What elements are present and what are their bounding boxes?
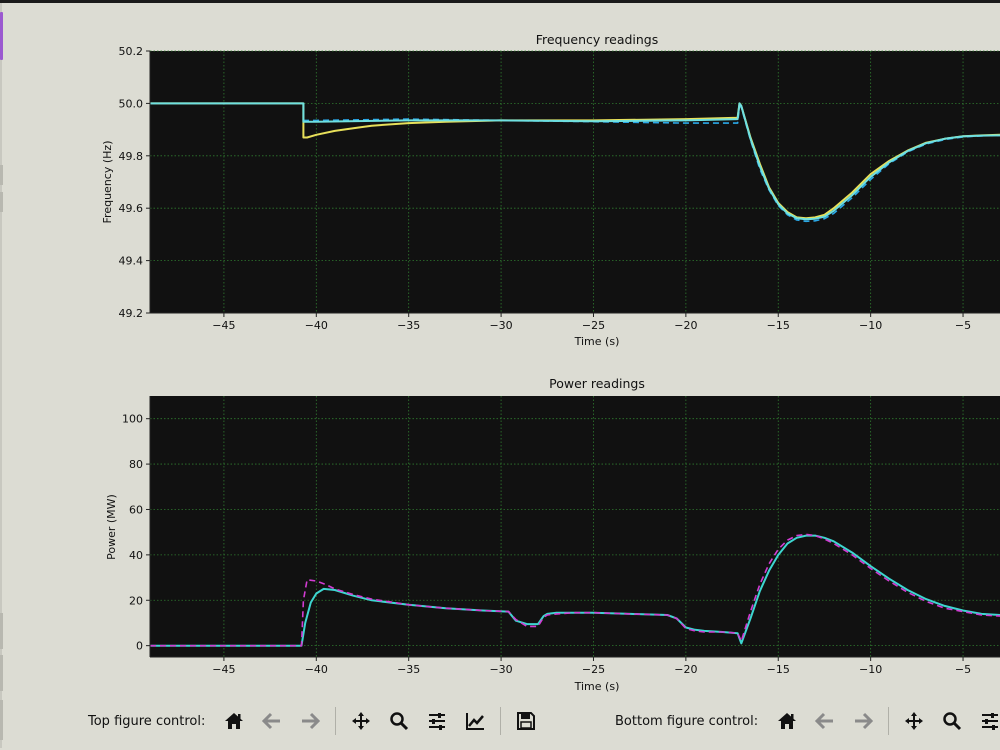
frequency-xtick-label: −30 bbox=[489, 319, 512, 332]
toolbar-separator bbox=[500, 707, 502, 735]
pan-button[interactable] bbox=[346, 706, 376, 736]
left-edge-button[interactable] bbox=[0, 613, 3, 649]
pan-button[interactable] bbox=[899, 706, 929, 736]
save-button[interactable] bbox=[511, 706, 541, 736]
power-series-line-2 bbox=[150, 533, 1000, 647]
left-edge-button[interactable] bbox=[0, 655, 3, 691]
toolbar-separator bbox=[335, 707, 337, 735]
frequency-xticks: −45 −40 −35 −30 −25 −20 −15 −10 −5 bbox=[212, 313, 971, 332]
power-xtick-label: −25 bbox=[582, 663, 605, 676]
sliders-icon bbox=[429, 713, 446, 730]
bottom-toolbar-label: Bottom figure control: bbox=[615, 713, 759, 729]
home-icon bbox=[778, 713, 797, 729]
selection-marker bbox=[0, 12, 3, 60]
left-panel-edge bbox=[0, 3, 2, 748]
frequency-xtick-label: −45 bbox=[212, 319, 235, 332]
forward-button[interactable] bbox=[295, 706, 325, 736]
back-button[interactable] bbox=[810, 706, 840, 736]
power-xtick-label: −10 bbox=[859, 663, 882, 676]
back-arrow-icon bbox=[262, 712, 281, 730]
left-edge-button[interactable] bbox=[0, 192, 3, 212]
frequency-series-line-3 bbox=[150, 102, 1000, 221]
frequency-ytick-label: 49.6 bbox=[119, 202, 144, 215]
power-ytick-label: 80 bbox=[129, 458, 143, 471]
forward-arrow-icon bbox=[302, 712, 321, 730]
frequency-chart[interactable]: −45 −40 −35 −30 −25 −20 −15 −10 −5 49.249.449.64… bbox=[101, 32, 1000, 348]
frequency-xtick-label: −5 bbox=[955, 319, 971, 332]
power-xtick-label: −15 bbox=[767, 663, 790, 676]
edit-curve-icon bbox=[466, 713, 485, 730]
home-icon bbox=[225, 713, 244, 729]
frequency-xtick-label: −10 bbox=[859, 319, 882, 332]
power-ytick-label: 100 bbox=[122, 413, 143, 426]
power-yticks: 0 20 40 60 80 100 bbox=[122, 413, 150, 653]
power-ytick-label: 60 bbox=[129, 503, 143, 516]
bottom-figure-toolbar: Bottom figure control: bbox=[615, 703, 1000, 739]
frequency-xtick-label: −15 bbox=[767, 319, 790, 332]
power-chart[interactable]: −45 −40 −35 −30 −25 −20 −15 −10 −5 020406080100 … bbox=[105, 376, 1000, 693]
frequency-xlabel: Time (s) bbox=[574, 335, 620, 348]
power-xtick-label: −40 bbox=[305, 663, 328, 676]
save-icon bbox=[517, 712, 536, 730]
power-grid bbox=[150, 396, 1000, 657]
configure-subplots-button[interactable] bbox=[975, 706, 1000, 736]
pan-icon bbox=[352, 712, 371, 730]
power-xtick-label: −5 bbox=[955, 663, 971, 676]
left-edge-button[interactable] bbox=[0, 165, 3, 185]
frequency-xtick-label: −25 bbox=[582, 319, 605, 332]
frequency-ytick-label: 49.4 bbox=[119, 255, 144, 268]
back-button[interactable] bbox=[257, 706, 287, 736]
window-top-edge bbox=[0, 0, 1000, 3]
power-series-group bbox=[150, 533, 1000, 647]
charts-canvas[interactable]: −45 −40 −35 −30 −25 −20 −15 −10 −5 49.249.449.64… bbox=[0, 0, 1000, 700]
frequency-ylabel: Frequency (Hz) bbox=[101, 141, 114, 224]
pan-icon bbox=[905, 712, 924, 730]
zoom-icon bbox=[943, 712, 962, 731]
power-plot-area[interactable] bbox=[150, 396, 1000, 657]
top-toolbar-label: Top figure control: bbox=[88, 713, 206, 729]
power-chart-title: Power readings bbox=[549, 376, 645, 391]
power-ytick-label: 40 bbox=[129, 549, 143, 562]
frequency-xtick-label: −20 bbox=[674, 319, 697, 332]
sliders-icon bbox=[982, 713, 999, 730]
frequency-ytick-label: 49.8 bbox=[119, 150, 144, 163]
toolbar-separator bbox=[888, 707, 890, 735]
top-figure-toolbar: Top figure control: bbox=[88, 703, 545, 739]
frequency-series-group bbox=[150, 102, 1000, 223]
power-xticks: −45 −40 −35 −30 −25 −20 −15 −10 −5 bbox=[212, 657, 971, 676]
power-xtick-label: −20 bbox=[674, 663, 697, 676]
left-edge-button[interactable] bbox=[0, 700, 3, 740]
forward-arrow-icon bbox=[855, 712, 874, 730]
zoom-button[interactable] bbox=[384, 706, 414, 736]
power-ytick-label: 0 bbox=[136, 640, 143, 653]
power-xlabel: Time (s) bbox=[574, 680, 620, 693]
edit-curves-button[interactable] bbox=[460, 706, 490, 736]
home-button[interactable] bbox=[772, 706, 802, 736]
frequency-ytick-label: 50.2 bbox=[119, 45, 144, 58]
configure-subplots-button[interactable] bbox=[422, 706, 452, 736]
back-arrow-icon bbox=[815, 712, 834, 730]
home-button[interactable] bbox=[219, 706, 249, 736]
frequency-xtick-label: −35 bbox=[397, 319, 420, 332]
power-xtick-label: −45 bbox=[212, 663, 235, 676]
zoom-icon bbox=[390, 712, 409, 731]
power-ylabel: Power (MW) bbox=[105, 494, 118, 560]
frequency-chart-title: Frequency readings bbox=[536, 32, 659, 47]
frequency-ytick-label: 49.2 bbox=[119, 307, 144, 320]
forward-button[interactable] bbox=[848, 706, 878, 736]
power-xtick-label: −35 bbox=[397, 663, 420, 676]
frequency-ytick-label: 50.0 bbox=[119, 97, 144, 110]
zoom-button[interactable] bbox=[937, 706, 967, 736]
power-ytick-label: 20 bbox=[129, 594, 143, 607]
power-xtick-label: −30 bbox=[489, 663, 512, 676]
frequency-xtick-label: −40 bbox=[305, 319, 328, 332]
frequency-yticks: 49.2 49.4 49.6 49.8 50.0 50.2 bbox=[119, 45, 150, 320]
frequency-plot-area[interactable] bbox=[150, 51, 1000, 313]
